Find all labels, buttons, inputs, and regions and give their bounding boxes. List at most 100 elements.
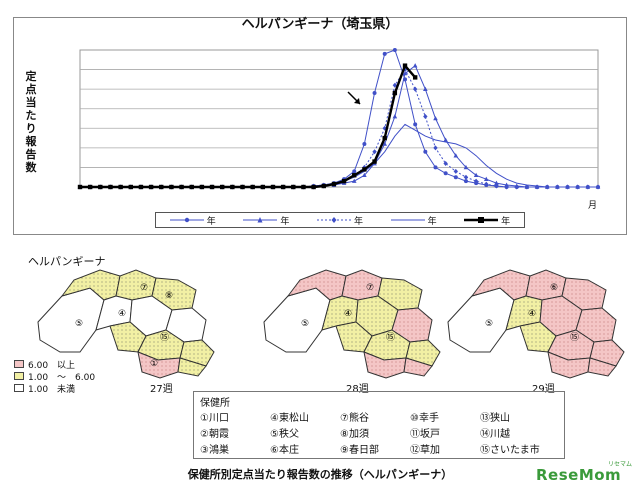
- series-4-point: [311, 184, 316, 190]
- office-item: ⑭川越: [480, 429, 510, 440]
- series-4-point: [362, 167, 367, 172]
- office-item: ⑤秩父: [270, 429, 299, 440]
- office-item: ⑪坂戸: [410, 429, 440, 440]
- series-0-point: [372, 91, 377, 96]
- legend-label-4: 年: [501, 216, 511, 227]
- office-item: ②朝霞: [200, 429, 229, 440]
- series-0-point: [443, 171, 448, 176]
- peak-arrow-head: [354, 98, 360, 104]
- series-2-point: [473, 178, 479, 184]
- map27-label-7: ⑦: [140, 283, 148, 293]
- legend-item-1: 年: [243, 214, 289, 227]
- series-2-point: [453, 168, 459, 174]
- series-1-point: [392, 114, 398, 119]
- series-4-point: [372, 159, 377, 164]
- office-item: ⑧加須: [340, 429, 369, 440]
- legend-item-3: 年: [390, 214, 437, 227]
- legend-label-1: 年: [280, 216, 290, 227]
- series-4-point: [280, 184, 286, 190]
- office-item: ④東松山: [270, 413, 309, 424]
- series-4-point: [412, 75, 418, 80]
- series-4-point: [240, 184, 245, 190]
- legend-label-0: 年: [206, 216, 216, 227]
- figure-caption: 保健所別定点当たり報告数の推移（ヘルパンギーナ）: [187, 468, 453, 481]
- series-0-point: [463, 179, 468, 184]
- svg-text:⑥: ⑥: [550, 283, 558, 293]
- series-1-point: [473, 172, 479, 178]
- series-4-point: [179, 184, 184, 190]
- series-4-point: [331, 181, 337, 187]
- map-week28: ⑤ ④ ⑦ ⑮: [263, 269, 441, 379]
- series-1-point: [483, 176, 489, 181]
- series-4-point: [77, 184, 83, 190]
- series-1-point: [463, 164, 469, 170]
- legend-swatch-low: [14, 384, 24, 392]
- legend-swatch-0: [169, 217, 204, 223]
- svg-text:⑦: ⑦: [366, 283, 374, 293]
- series-1-point: [362, 172, 367, 178]
- series-2-point: [514, 184, 519, 190]
- brand-logo-sub: リセマム: [608, 461, 633, 468]
- series-1-point: [412, 63, 418, 68]
- series-2-point: [443, 161, 448, 167]
- office-item: ⑬狭山: [480, 413, 510, 424]
- series-0-point: [382, 51, 387, 56]
- map27-label-5: ⑤: [75, 319, 83, 329]
- series-0-point: [413, 122, 418, 127]
- region-east: [179, 339, 215, 367]
- legend-label-2: 年: [353, 216, 363, 227]
- series-2-point: [463, 174, 469, 180]
- series-line-4: [80, 63, 417, 189]
- week-label-28: 28週: [346, 384, 369, 395]
- series-4-point: [352, 173, 357, 178]
- y-axis-label: 定点当たり報告数: [25, 70, 37, 174]
- map27-label-8: ⑧: [165, 291, 173, 301]
- series-4-point: [148, 184, 154, 190]
- series-4-point: [382, 135, 387, 141]
- legend-label-high: 6.00 以上: [28, 360, 76, 371]
- brand-logo: ReseMom: [536, 466, 622, 484]
- series-4-point: [108, 184, 113, 190]
- series-4-point: [87, 184, 93, 190]
- map27-label-15: ⑮: [160, 332, 169, 343]
- series-4-point: [321, 183, 326, 189]
- svg-text:⑤: ⑤: [301, 319, 309, 329]
- series-4-point: [402, 63, 408, 68]
- x-axis-unit: 月: [588, 201, 598, 211]
- series-0-point: [453, 175, 458, 180]
- chart-legend: 年年年年年: [155, 212, 525, 228]
- legend-label-low: 1.00 未満: [28, 384, 76, 395]
- series-4-point: [98, 184, 103, 190]
- series-2-point: [484, 181, 489, 187]
- series-4-point: [291, 184, 296, 190]
- series-2-point: [392, 82, 398, 88]
- health-office-list: 保健所 ①川口 ④東松山 ⑦熊谷 ⑩幸手 ⑬狭山 ②朝霞 ⑤秩父 ⑧加須 ⑪坂戸…: [193, 391, 565, 459]
- series-1-point: [382, 141, 388, 146]
- legend-swatch-2: [316, 217, 351, 223]
- series-1-point: [402, 70, 408, 76]
- series-2-point: [433, 145, 438, 151]
- series-1-point: [351, 178, 357, 183]
- region-chichibu: [37, 287, 105, 353]
- legend-item-0: 年: [169, 214, 216, 227]
- series-1-point: [423, 86, 428, 91]
- svg-text:⑤: ⑤: [485, 319, 493, 329]
- office-item: ⑩幸手: [410, 413, 439, 424]
- legend-swatch-4: [464, 217, 499, 223]
- series-4-point: [209, 184, 215, 190]
- legend-label-mid: 1.00 ～ 6.00: [28, 372, 96, 383]
- map-week27: ⑤ ④ ⑦ ⑧ ⑮ ①: [37, 269, 215, 379]
- office-item: ⑦熊谷: [340, 413, 369, 424]
- region-honjo: [115, 269, 157, 301]
- office-item: ⑮さいたま市: [480, 445, 540, 456]
- office-item: ⑫草加: [410, 445, 440, 456]
- series-1-point: [453, 153, 459, 158]
- series-0-point: [423, 149, 428, 154]
- svg-text:④: ④: [344, 309, 352, 319]
- legend-swatch-high: [14, 360, 24, 368]
- week-label-27: 27週: [150, 384, 173, 395]
- line-chart: [77, 48, 601, 190]
- series-4-point: [219, 184, 225, 190]
- series-4-point: [189, 184, 194, 190]
- legend-swatch-1: [243, 217, 278, 223]
